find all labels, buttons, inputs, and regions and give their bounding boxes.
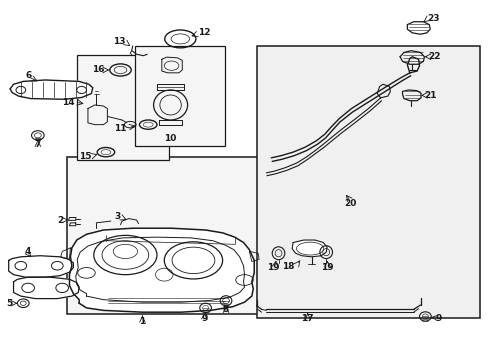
Text: 10: 10 (164, 134, 177, 143)
Text: 3: 3 (114, 212, 120, 221)
Text: 19: 19 (267, 263, 280, 272)
Text: 20: 20 (344, 199, 356, 208)
Polygon shape (69, 228, 254, 312)
Polygon shape (10, 80, 93, 99)
Text: 13: 13 (113, 37, 125, 46)
Polygon shape (14, 277, 79, 298)
Text: 22: 22 (427, 52, 440, 61)
Text: 6: 6 (25, 71, 31, 80)
Bar (67, 157, 264, 314)
Text: 16: 16 (92, 66, 105, 75)
Polygon shape (9, 256, 73, 277)
Text: 12: 12 (198, 28, 210, 37)
Text: 11: 11 (114, 124, 126, 133)
Text: 17: 17 (301, 314, 313, 323)
Bar (135, 46, 224, 146)
Text: 2: 2 (57, 216, 63, 225)
Text: 9: 9 (201, 314, 207, 323)
Text: 23: 23 (426, 14, 438, 23)
Polygon shape (291, 240, 326, 257)
Text: 7: 7 (35, 140, 41, 149)
Text: 21: 21 (424, 91, 436, 100)
Bar (77, 55, 169, 160)
Text: 8: 8 (223, 305, 229, 314)
Text: 4: 4 (25, 247, 31, 256)
Text: 1: 1 (139, 316, 145, 325)
Text: 9: 9 (434, 314, 441, 323)
Bar (256, 46, 479, 318)
Text: 19: 19 (320, 263, 333, 272)
Text: 14: 14 (61, 98, 74, 107)
Text: 18: 18 (282, 262, 294, 271)
Text: 15: 15 (79, 152, 91, 161)
Text: 5: 5 (6, 299, 12, 308)
